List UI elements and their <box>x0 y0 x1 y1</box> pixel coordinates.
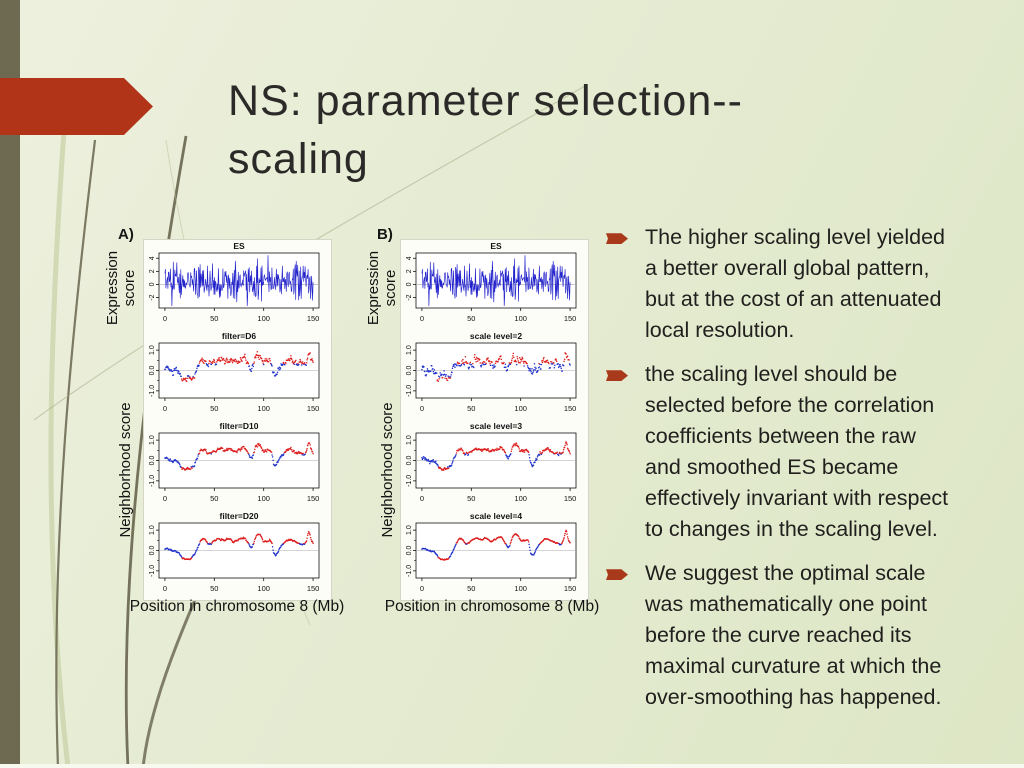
svg-text:-1.0: -1.0 <box>149 565 156 577</box>
svg-text:scale level=3: scale level=3 <box>470 421 523 431</box>
svg-text:0: 0 <box>420 494 424 503</box>
svg-text:filter=D20: filter=D20 <box>220 511 259 521</box>
svg-text:scale level=2: scale level=2 <box>470 331 523 341</box>
neighborhood-score-axis-label-a: Neighborhood score <box>117 402 134 538</box>
svg-text:0: 0 <box>163 314 167 323</box>
arrow-bullet-icon <box>606 233 628 244</box>
svg-text:1.0: 1.0 <box>406 435 413 445</box>
svg-text:0: 0 <box>163 404 167 413</box>
svg-text:-1.0: -1.0 <box>149 475 156 487</box>
panel-b-label: B) <box>377 226 393 243</box>
svg-text:0.0: 0.0 <box>406 366 413 376</box>
svg-text:-1.0: -1.0 <box>406 565 413 577</box>
subplot-scale-level-3: scale level=3 1.0 0.0 -1.0 0 50 100 150 <box>406 421 577 503</box>
svg-text:2: 2 <box>406 269 413 273</box>
svg-text:50: 50 <box>210 584 218 593</box>
svg-text:0: 0 <box>420 404 424 413</box>
bullet-text: The higher scaling level yielded a bette… <box>645 225 945 342</box>
svg-text:1.0: 1.0 <box>149 435 156 445</box>
svg-text:150: 150 <box>564 314 577 323</box>
panel-a-label: A) <box>118 226 134 243</box>
svg-text:100: 100 <box>514 404 527 413</box>
svg-text:2: 2 <box>149 269 156 273</box>
subplot-filter-d6: filter=D6 1.0 0.0 -1.0 0 50 100 150 <box>149 331 320 413</box>
svg-text:-1.0: -1.0 <box>406 475 413 487</box>
svg-text:ES: ES <box>233 241 245 251</box>
svg-text:150: 150 <box>564 584 577 593</box>
svg-text:50: 50 <box>467 584 475 593</box>
svg-text:150: 150 <box>307 584 320 593</box>
subplot-es: ES 4 2 0 -2 0 50 100 150 <box>149 241 320 323</box>
svg-text:ES: ES <box>490 241 502 251</box>
x-axis-label-b: Position in chromosome 8 (Mb) <box>384 598 600 615</box>
slide-bottom-edge <box>0 764 1024 768</box>
arrow-bullet-icon <box>606 569 628 580</box>
svg-text:0: 0 <box>406 282 413 286</box>
slide-title: NS: parameter selection-- scaling <box>228 77 743 183</box>
left-accent-bar <box>0 0 20 768</box>
subplot-filter-d20: filter=D20 1.0 0.0 -1.0 0 50 100 150 <box>149 511 320 593</box>
arrow-bullet-icon <box>606 370 628 381</box>
svg-text:100: 100 <box>514 584 527 593</box>
bullet-item: The higher scaling level yielded a bette… <box>606 222 1020 346</box>
svg-text:1.0: 1.0 <box>406 345 413 355</box>
svg-text:0.0: 0.0 <box>149 366 156 376</box>
bullet-item: the scaling level should be selected bef… <box>606 359 1020 545</box>
expression-score-axis-label-b: Expression score <box>365 250 399 326</box>
svg-text:150: 150 <box>564 404 577 413</box>
svg-text:-2: -2 <box>406 294 413 300</box>
bullet-item: We suggest the optimal scale was mathema… <box>606 558 1020 713</box>
svg-text:0: 0 <box>420 584 424 593</box>
subplot-scale-level-4: scale level=4 1.0 0.0 -1.0 0 50 100 150 <box>406 511 577 593</box>
svg-text:100: 100 <box>514 494 527 503</box>
figure-panel-a: ES 4 2 0 -2 0 50 100 150 filter=D6 1.0 0.0 -1.0 0 50 10… <box>143 239 332 601</box>
svg-text:50: 50 <box>210 404 218 413</box>
svg-text:0.0: 0.0 <box>149 546 156 556</box>
svg-text:0: 0 <box>149 282 156 286</box>
svg-text:4: 4 <box>406 256 413 260</box>
bullet-text: We suggest the optimal scale was mathema… <box>645 561 942 709</box>
svg-text:100: 100 <box>514 314 527 323</box>
bullet-text: the scaling level should be selected bef… <box>645 362 949 541</box>
svg-text:100: 100 <box>257 404 270 413</box>
svg-text:filter=D6: filter=D6 <box>222 331 257 341</box>
svg-text:50: 50 <box>210 314 218 323</box>
subplot-scale-level-2: scale level=2 1.0 0.0 -1.0 0 50 100 150 <box>406 331 577 413</box>
svg-text:0.0: 0.0 <box>406 546 413 556</box>
neighborhood-score-axis-label-b: Neighborhood score <box>379 402 396 538</box>
title-arrow-banner <box>0 78 153 135</box>
svg-text:filter=D10: filter=D10 <box>220 421 259 431</box>
bullet-list: The higher scaling level yielded a bette… <box>606 222 1020 726</box>
figure-panel-b: ES 4 2 0 -2 0 50 100 150 scale level=2 1.0 0.0 -1.0 0… <box>400 239 589 601</box>
svg-text:100: 100 <box>257 494 270 503</box>
svg-text:4: 4 <box>149 256 156 260</box>
expression-score-axis-label-a: Expression score <box>104 250 138 326</box>
svg-text:0: 0 <box>163 584 167 593</box>
svg-text:100: 100 <box>257 314 270 323</box>
svg-text:scale level=4: scale level=4 <box>470 511 523 521</box>
svg-text:1.0: 1.0 <box>149 345 156 355</box>
svg-text:0: 0 <box>163 494 167 503</box>
subplot-es: ES 4 2 0 -2 0 50 100 150 <box>406 241 577 323</box>
svg-text:-1.0: -1.0 <box>406 385 413 397</box>
svg-text:50: 50 <box>467 404 475 413</box>
x-axis-label-a: Position in chromosome 8 (Mb) <box>129 598 345 615</box>
svg-text:50: 50 <box>467 494 475 503</box>
svg-text:150: 150 <box>307 494 320 503</box>
svg-text:150: 150 <box>564 494 577 503</box>
svg-text:1.0: 1.0 <box>406 525 413 535</box>
svg-text:1.0: 1.0 <box>149 525 156 535</box>
svg-text:-2: -2 <box>149 294 156 300</box>
svg-text:150: 150 <box>307 314 320 323</box>
subplot-filter-d10: filter=D10 1.0 0.0 -1.0 0 50 100 150 <box>149 421 320 503</box>
svg-text:0.0: 0.0 <box>406 456 413 466</box>
svg-text:50: 50 <box>467 314 475 323</box>
svg-text:50: 50 <box>210 494 218 503</box>
svg-text:0.0: 0.0 <box>149 456 156 466</box>
svg-text:-1.0: -1.0 <box>149 385 156 397</box>
svg-text:100: 100 <box>257 584 270 593</box>
svg-text:150: 150 <box>307 404 320 413</box>
svg-text:0: 0 <box>420 314 424 323</box>
